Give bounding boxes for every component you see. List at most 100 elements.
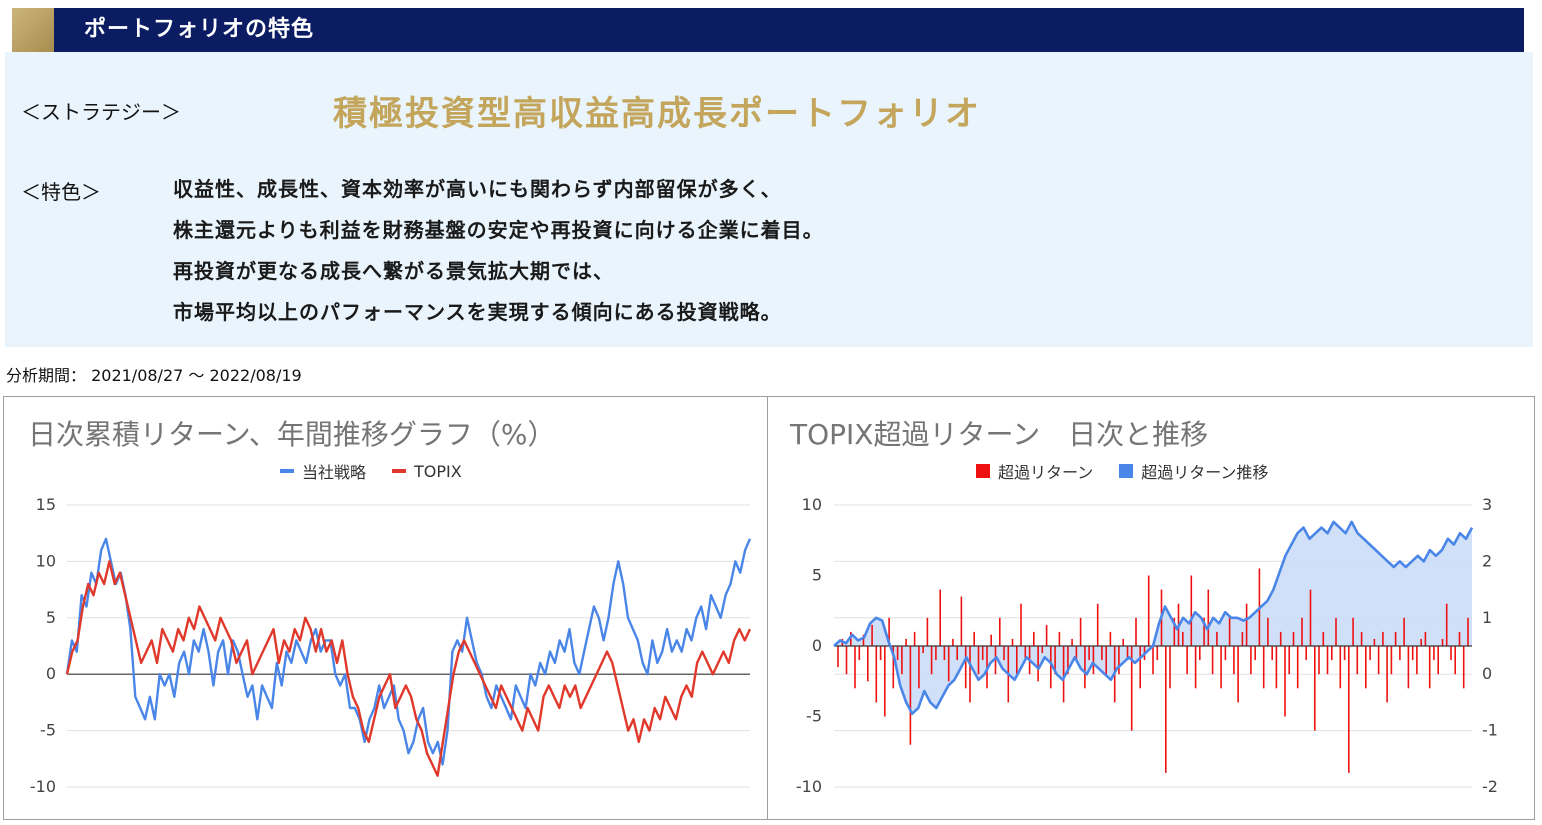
y-tick-label: 15 xyxy=(36,495,56,514)
excess-return-bar xyxy=(1165,646,1167,773)
excess-return-bar xyxy=(1203,617,1205,646)
excess-return-bar xyxy=(1271,646,1273,661)
excess-return-bar xyxy=(1220,646,1222,689)
excess-return-bar xyxy=(1016,646,1018,675)
excess-return-bar xyxy=(1416,646,1418,675)
excess-return-bar xyxy=(1126,646,1129,661)
excess-return-chart: 10 5 0 -5 -10 3 2 1 0 -1 -2 TOPIX超過リターン 日次と推移 超過リタ… xyxy=(767,396,1535,820)
legend-item-strategy[interactable]: 当社戦略 xyxy=(280,459,366,483)
y2-tick-label: 1 xyxy=(1482,608,1492,627)
excess-return-bar xyxy=(1288,646,1290,675)
excess-return-bar xyxy=(1309,589,1312,646)
excess-return-bar xyxy=(1147,575,1150,646)
y2-tick-label: -1 xyxy=(1482,721,1498,740)
excess-return-bar xyxy=(837,646,839,668)
excess-return-bar xyxy=(1458,631,1461,646)
y-tick-label: 10 xyxy=(36,551,56,570)
excess-return-bar xyxy=(1420,638,1422,646)
excess-return-bar xyxy=(1348,646,1350,773)
excess-trend-line xyxy=(833,520,1474,716)
y2-tick-label: 2 xyxy=(1482,551,1492,570)
excess-return-bar xyxy=(1182,631,1184,646)
excess-return-bar xyxy=(1156,646,1159,661)
excess-return-bar xyxy=(1079,617,1082,646)
legend-label: TOPIX xyxy=(414,461,462,481)
excess-return-bar xyxy=(858,646,861,661)
excess-return-bar xyxy=(888,617,890,646)
legend-item-topix[interactable]: TOPIX xyxy=(392,462,462,481)
excess-return-bar xyxy=(1335,617,1337,646)
excess-return-bar xyxy=(896,646,899,661)
feature-label: ＜特色＞ xyxy=(21,180,101,204)
feature-line: 収益性、成長性、資本効率が高いにも関わらず内部留保が多く、 xyxy=(173,177,782,201)
excess-return-bar xyxy=(1314,646,1316,731)
excess-return-bar xyxy=(1352,617,1354,646)
excess-return-bar xyxy=(1428,646,1431,689)
excess-return-bar xyxy=(1067,646,1069,675)
excess-return-bar xyxy=(1050,646,1052,689)
legend-swatch-excess xyxy=(976,464,990,478)
y2-tick-label: 3 xyxy=(1482,495,1492,514)
excess-return-bar xyxy=(999,617,1001,646)
feature-line: 再投資が更なる成長へ繋がる景気拡大期では、 xyxy=(173,259,614,283)
excess-return-bar xyxy=(1024,646,1027,661)
excess-return-bar xyxy=(1450,646,1452,661)
excess-return-bar xyxy=(1279,631,1282,646)
excess-return-bar xyxy=(930,646,933,675)
chart-title: 日次累積リターン、年間推移グラフ（%） xyxy=(28,418,556,451)
strategy-name: 積極投資型高収益高成長ポートフォリオ xyxy=(333,94,981,134)
excess-return-bar xyxy=(1130,646,1133,731)
excess-return-bar xyxy=(956,646,958,661)
excess-return-bar xyxy=(1037,646,1039,682)
excess-return-bar xyxy=(1403,617,1405,646)
excess-return-bar xyxy=(943,646,946,661)
excess-return-bar xyxy=(1054,646,1056,675)
excess-return-bar xyxy=(1109,631,1112,646)
excess-return-bar xyxy=(1394,631,1397,646)
excess-return-bar xyxy=(1433,646,1435,661)
section-header: ポートフォリオの特色 xyxy=(12,8,1524,52)
excess-return-bar xyxy=(1407,646,1410,689)
y-tick-label: -10 xyxy=(796,777,822,796)
legend-item-excess-trend[interactable]: 超過リターン推移 xyxy=(1119,459,1268,483)
excess-return-bar xyxy=(918,646,920,689)
excess-return-bar xyxy=(905,638,907,646)
excess-return-bar xyxy=(1411,646,1414,661)
excess-return-bar xyxy=(1211,646,1214,675)
strategy-info-panel: ＜ストラテジー＞ 積極投資型高収益高成長ポートフォリオ ＜特色＞ 収益性、成長性… xyxy=(5,52,1533,347)
excess-return-bar xyxy=(1194,646,1197,689)
excess-return-bar xyxy=(1058,631,1061,646)
excess-return-bar xyxy=(1020,603,1022,646)
excess-return-bar xyxy=(939,589,941,646)
excess-return-bar xyxy=(1424,631,1427,646)
excess-return-bar xyxy=(1045,624,1048,646)
excess-return-bar xyxy=(1096,603,1099,646)
excess-trend-area xyxy=(834,521,1472,714)
excess-return-bar xyxy=(973,631,975,646)
excess-return-bar xyxy=(1467,617,1469,646)
legend-swatch-strategy xyxy=(280,469,294,473)
excess-return-bar xyxy=(1224,646,1227,661)
excess-return-bar xyxy=(922,646,924,654)
excess-return-bar xyxy=(1233,646,1235,675)
excess-return-bar xyxy=(1441,638,1444,646)
legend-item-excess[interactable]: 超過リターン xyxy=(976,459,1093,483)
excess-return-bar xyxy=(867,646,869,682)
excess-return-bar xyxy=(1216,631,1218,646)
chart-legend: 当社戦略 TOPIX xyxy=(280,459,488,483)
excess-return-bar xyxy=(1228,617,1231,646)
excess-return-bar xyxy=(845,646,848,675)
y-tick-label: -5 xyxy=(40,721,56,740)
y2-tick-label: -2 xyxy=(1482,777,1498,796)
section-title: ポートフォリオの特色 xyxy=(84,17,315,42)
excess-return-bar xyxy=(1343,646,1346,661)
excess-return-bar xyxy=(862,634,865,646)
excess-return-bar xyxy=(1250,646,1252,675)
strategy-line xyxy=(65,537,752,766)
excess-return-bar xyxy=(1454,646,1456,675)
analysis-period: 分析期間： 2021/08/27 ～ 2022/08/19 xyxy=(6,366,302,385)
excess-return-bar xyxy=(1390,646,1393,675)
y-tick-label: 5 xyxy=(46,608,56,627)
excess-return-bar xyxy=(1296,646,1299,689)
excess-return-bar xyxy=(1190,575,1193,646)
